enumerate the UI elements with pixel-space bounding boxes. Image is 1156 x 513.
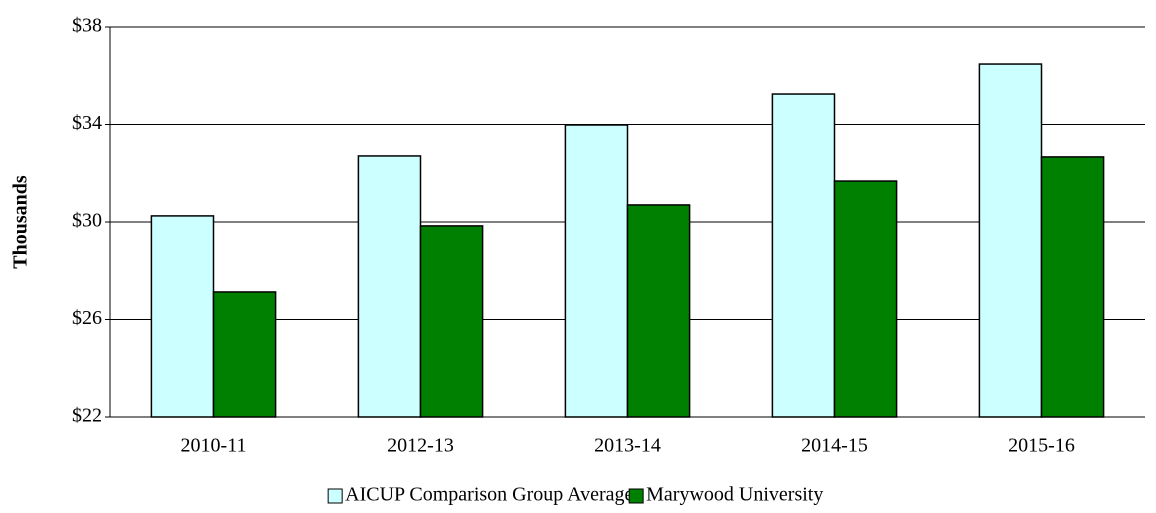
x-tick-label: 2015-16 bbox=[1008, 435, 1075, 457]
bar bbox=[626, 204, 691, 418]
y-tick-label: $34 bbox=[72, 112, 102, 134]
bar bbox=[150, 215, 215, 418]
y-tick-label: $26 bbox=[72, 307, 102, 329]
legend-label: Marywood University bbox=[646, 484, 823, 506]
x-tick-label: 2013-14 bbox=[594, 435, 661, 457]
bar bbox=[212, 291, 277, 418]
y-tick-label: $30 bbox=[72, 210, 102, 232]
bar bbox=[357, 155, 422, 418]
x-tick-label: 2012-13 bbox=[387, 435, 454, 457]
x-tick-label: 2014-15 bbox=[801, 435, 868, 457]
bar bbox=[564, 124, 629, 418]
bar bbox=[978, 63, 1043, 418]
x-tick-label: 2010-11 bbox=[181, 435, 247, 457]
y-tick-label: $22 bbox=[72, 405, 102, 427]
legend-swatch bbox=[628, 488, 644, 504]
legend-swatch bbox=[327, 488, 343, 504]
bar bbox=[419, 225, 484, 418]
bar bbox=[1040, 156, 1105, 418]
y-tick-label: $38 bbox=[72, 15, 102, 37]
bar bbox=[833, 180, 898, 418]
y-axis-label: Thousands bbox=[10, 175, 32, 269]
bar bbox=[771, 93, 836, 418]
legend-label: AICUP Comparison Group Average bbox=[345, 484, 633, 506]
